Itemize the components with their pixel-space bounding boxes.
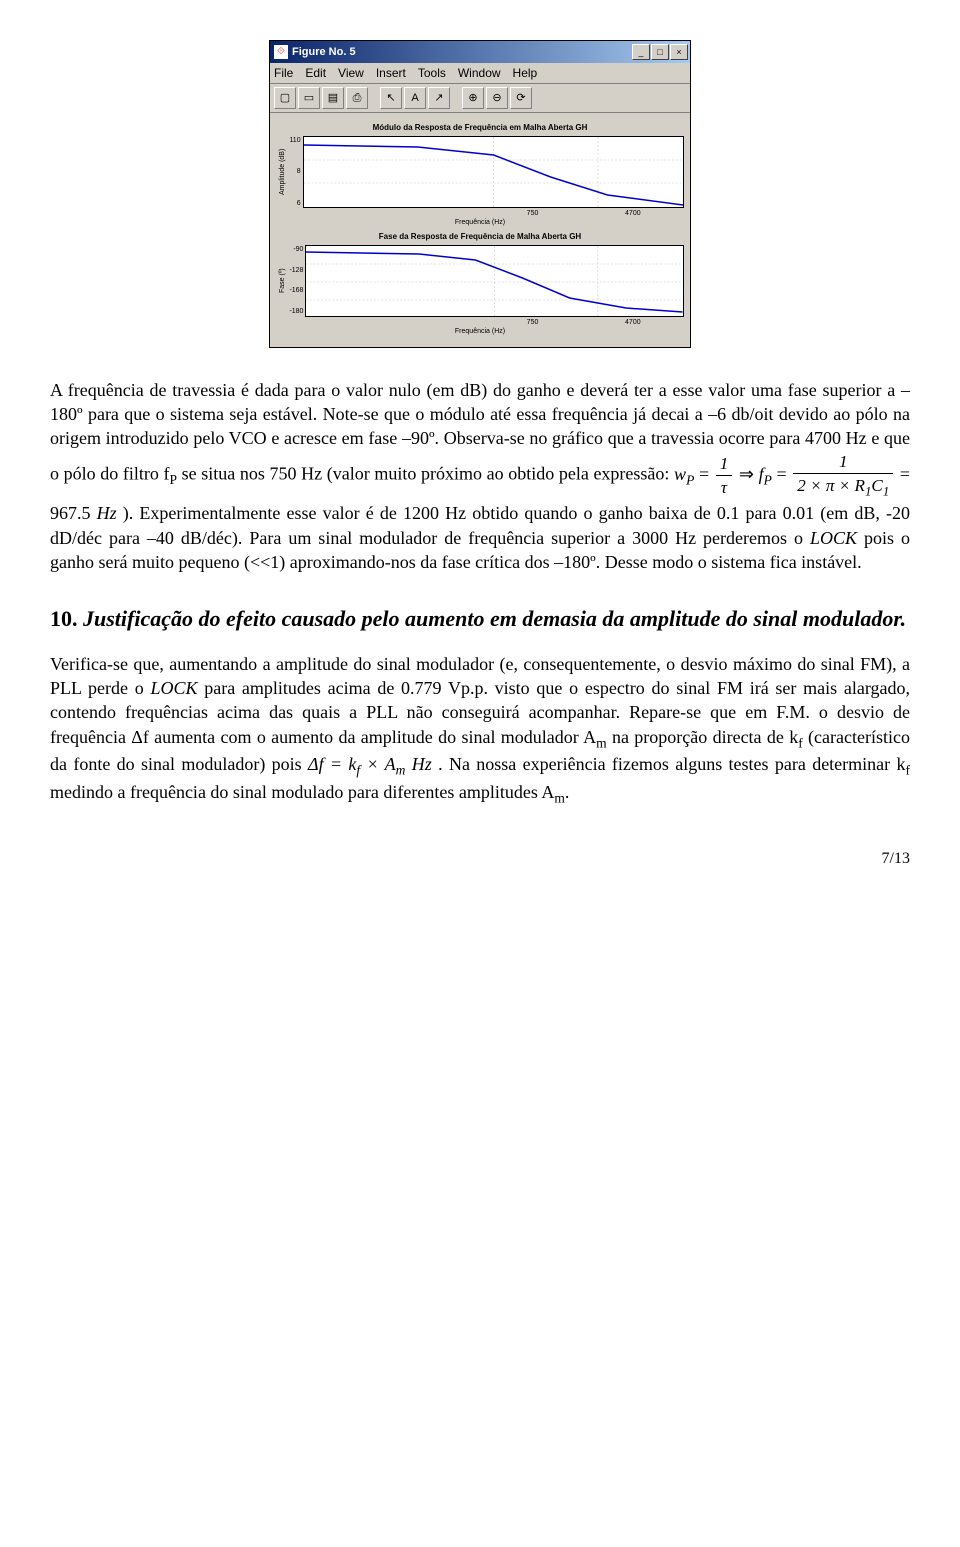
open-icon[interactable]: ▭ — [298, 87, 320, 109]
chart2-plot — [305, 245, 684, 317]
equation-delta-f: Δf = kf × Am Hz — [308, 754, 438, 774]
menu-edit[interactable]: Edit — [305, 65, 326, 81]
chart2-title: Fase da Resposta de Frequência de Malha … — [276, 232, 684, 243]
chart2-yticks: -90 -128 -168 -180 — [289, 245, 305, 317]
toolbar: ▢ ▭ ▤ ⎙ ↖ A ↗ ⊕ ⊖ ⟳ — [270, 84, 690, 113]
chart1-ylabel: Amplitude (dB) — [276, 136, 289, 208]
window-title: Figure No. 5 — [292, 45, 632, 60]
menu-help[interactable]: Help — [513, 65, 538, 81]
chart1: Amplitude (dB) 110 8 6 — [276, 136, 684, 208]
chart2: Fase (º) -90 -128 -168 -180 — [276, 245, 684, 317]
minimize-icon[interactable]: _ — [632, 44, 650, 60]
chart1-xlabel: Frequência (Hz) — [276, 218, 684, 227]
figure-container: ⟐ Figure No. 5 _ □ × File Edit View Inse… — [50, 40, 910, 348]
chart1-xticks: 750 4700 — [310, 209, 684, 218]
paragraph-2: Verifica-se que, aumentando a amplitude … — [50, 652, 910, 808]
rotate-icon[interactable]: ⟳ — [510, 87, 532, 109]
menu-tools[interactable]: Tools — [418, 65, 446, 81]
window-titlebar: ⟐ Figure No. 5 _ □ × — [270, 41, 690, 63]
save-icon[interactable]: ▤ — [322, 87, 344, 109]
menu-insert[interactable]: Insert — [376, 65, 406, 81]
maximize-icon[interactable]: □ — [651, 44, 669, 60]
menubar: File Edit View Insert Tools Window Help — [270, 63, 690, 84]
zoom-in-icon[interactable]: ⊕ — [462, 87, 484, 109]
close-icon[interactable]: × — [670, 44, 688, 60]
zoom-out-icon[interactable]: ⊖ — [486, 87, 508, 109]
menu-window[interactable]: Window — [458, 65, 501, 81]
chart1-yticks: 110 8 6 — [289, 136, 302, 208]
print-icon[interactable]: ⎙ — [346, 87, 368, 109]
chart2-xticks: 750 4700 — [310, 318, 684, 327]
menu-file[interactable]: File — [274, 65, 293, 81]
page-number: 7/13 — [50, 848, 910, 870]
chart1-plot — [303, 136, 684, 208]
arrow-icon[interactable]: ↖ — [380, 87, 402, 109]
menu-view[interactable]: View — [338, 65, 364, 81]
text-icon[interactable]: A — [404, 87, 426, 109]
chart1-title: Módulo da Resposta de Frequência em Malh… — [276, 123, 684, 134]
new-icon[interactable]: ▢ — [274, 87, 296, 109]
figure-canvas: Módulo da Resposta de Frequência em Malh… — [270, 113, 690, 346]
paragraph-1: A frequência de travessia é dada para o … — [50, 378, 910, 575]
matlab-logo-icon: ⟐ — [274, 45, 288, 59]
chart2-ylabel: Fase (º) — [276, 245, 289, 317]
section-10-heading: 10. Justificação do efeito causado pelo … — [50, 604, 910, 634]
line-icon[interactable]: ↗ — [428, 87, 450, 109]
chart2-xlabel: Frequência (Hz) — [276, 327, 684, 336]
matlab-figure-window: ⟐ Figure No. 5 _ □ × File Edit View Inse… — [269, 40, 691, 348]
